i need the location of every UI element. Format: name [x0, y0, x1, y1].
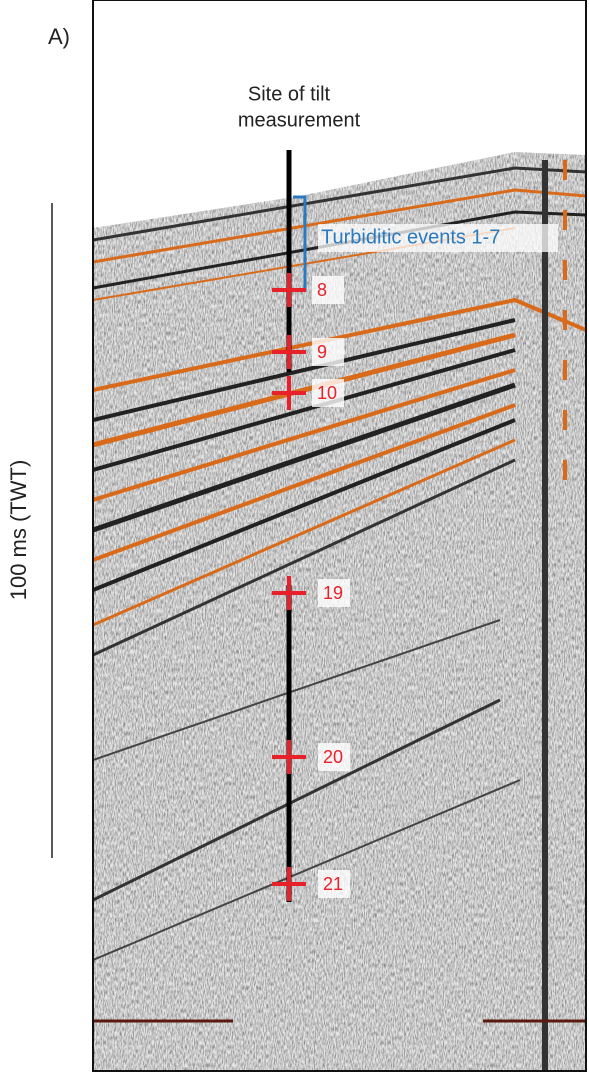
marker-label: 20	[323, 747, 343, 767]
marker-label: 19	[323, 583, 343, 603]
site-label: Site of tilt	[248, 83, 331, 105]
marker-label: 21	[323, 874, 343, 894]
marker-label: 8	[317, 280, 327, 300]
scale-label: 100 ms (TWT)	[6, 460, 31, 601]
site-label: measurement	[238, 109, 361, 131]
bracket-label: Turbiditic events 1-7	[321, 226, 500, 248]
figure: A) 100 ms (TWT)	[0, 0, 589, 1077]
marker-label: 9	[317, 342, 327, 362]
marker-label: 10	[317, 383, 337, 403]
panel-label: A)	[48, 24, 70, 49]
seismic-image	[93, 0, 586, 1071]
